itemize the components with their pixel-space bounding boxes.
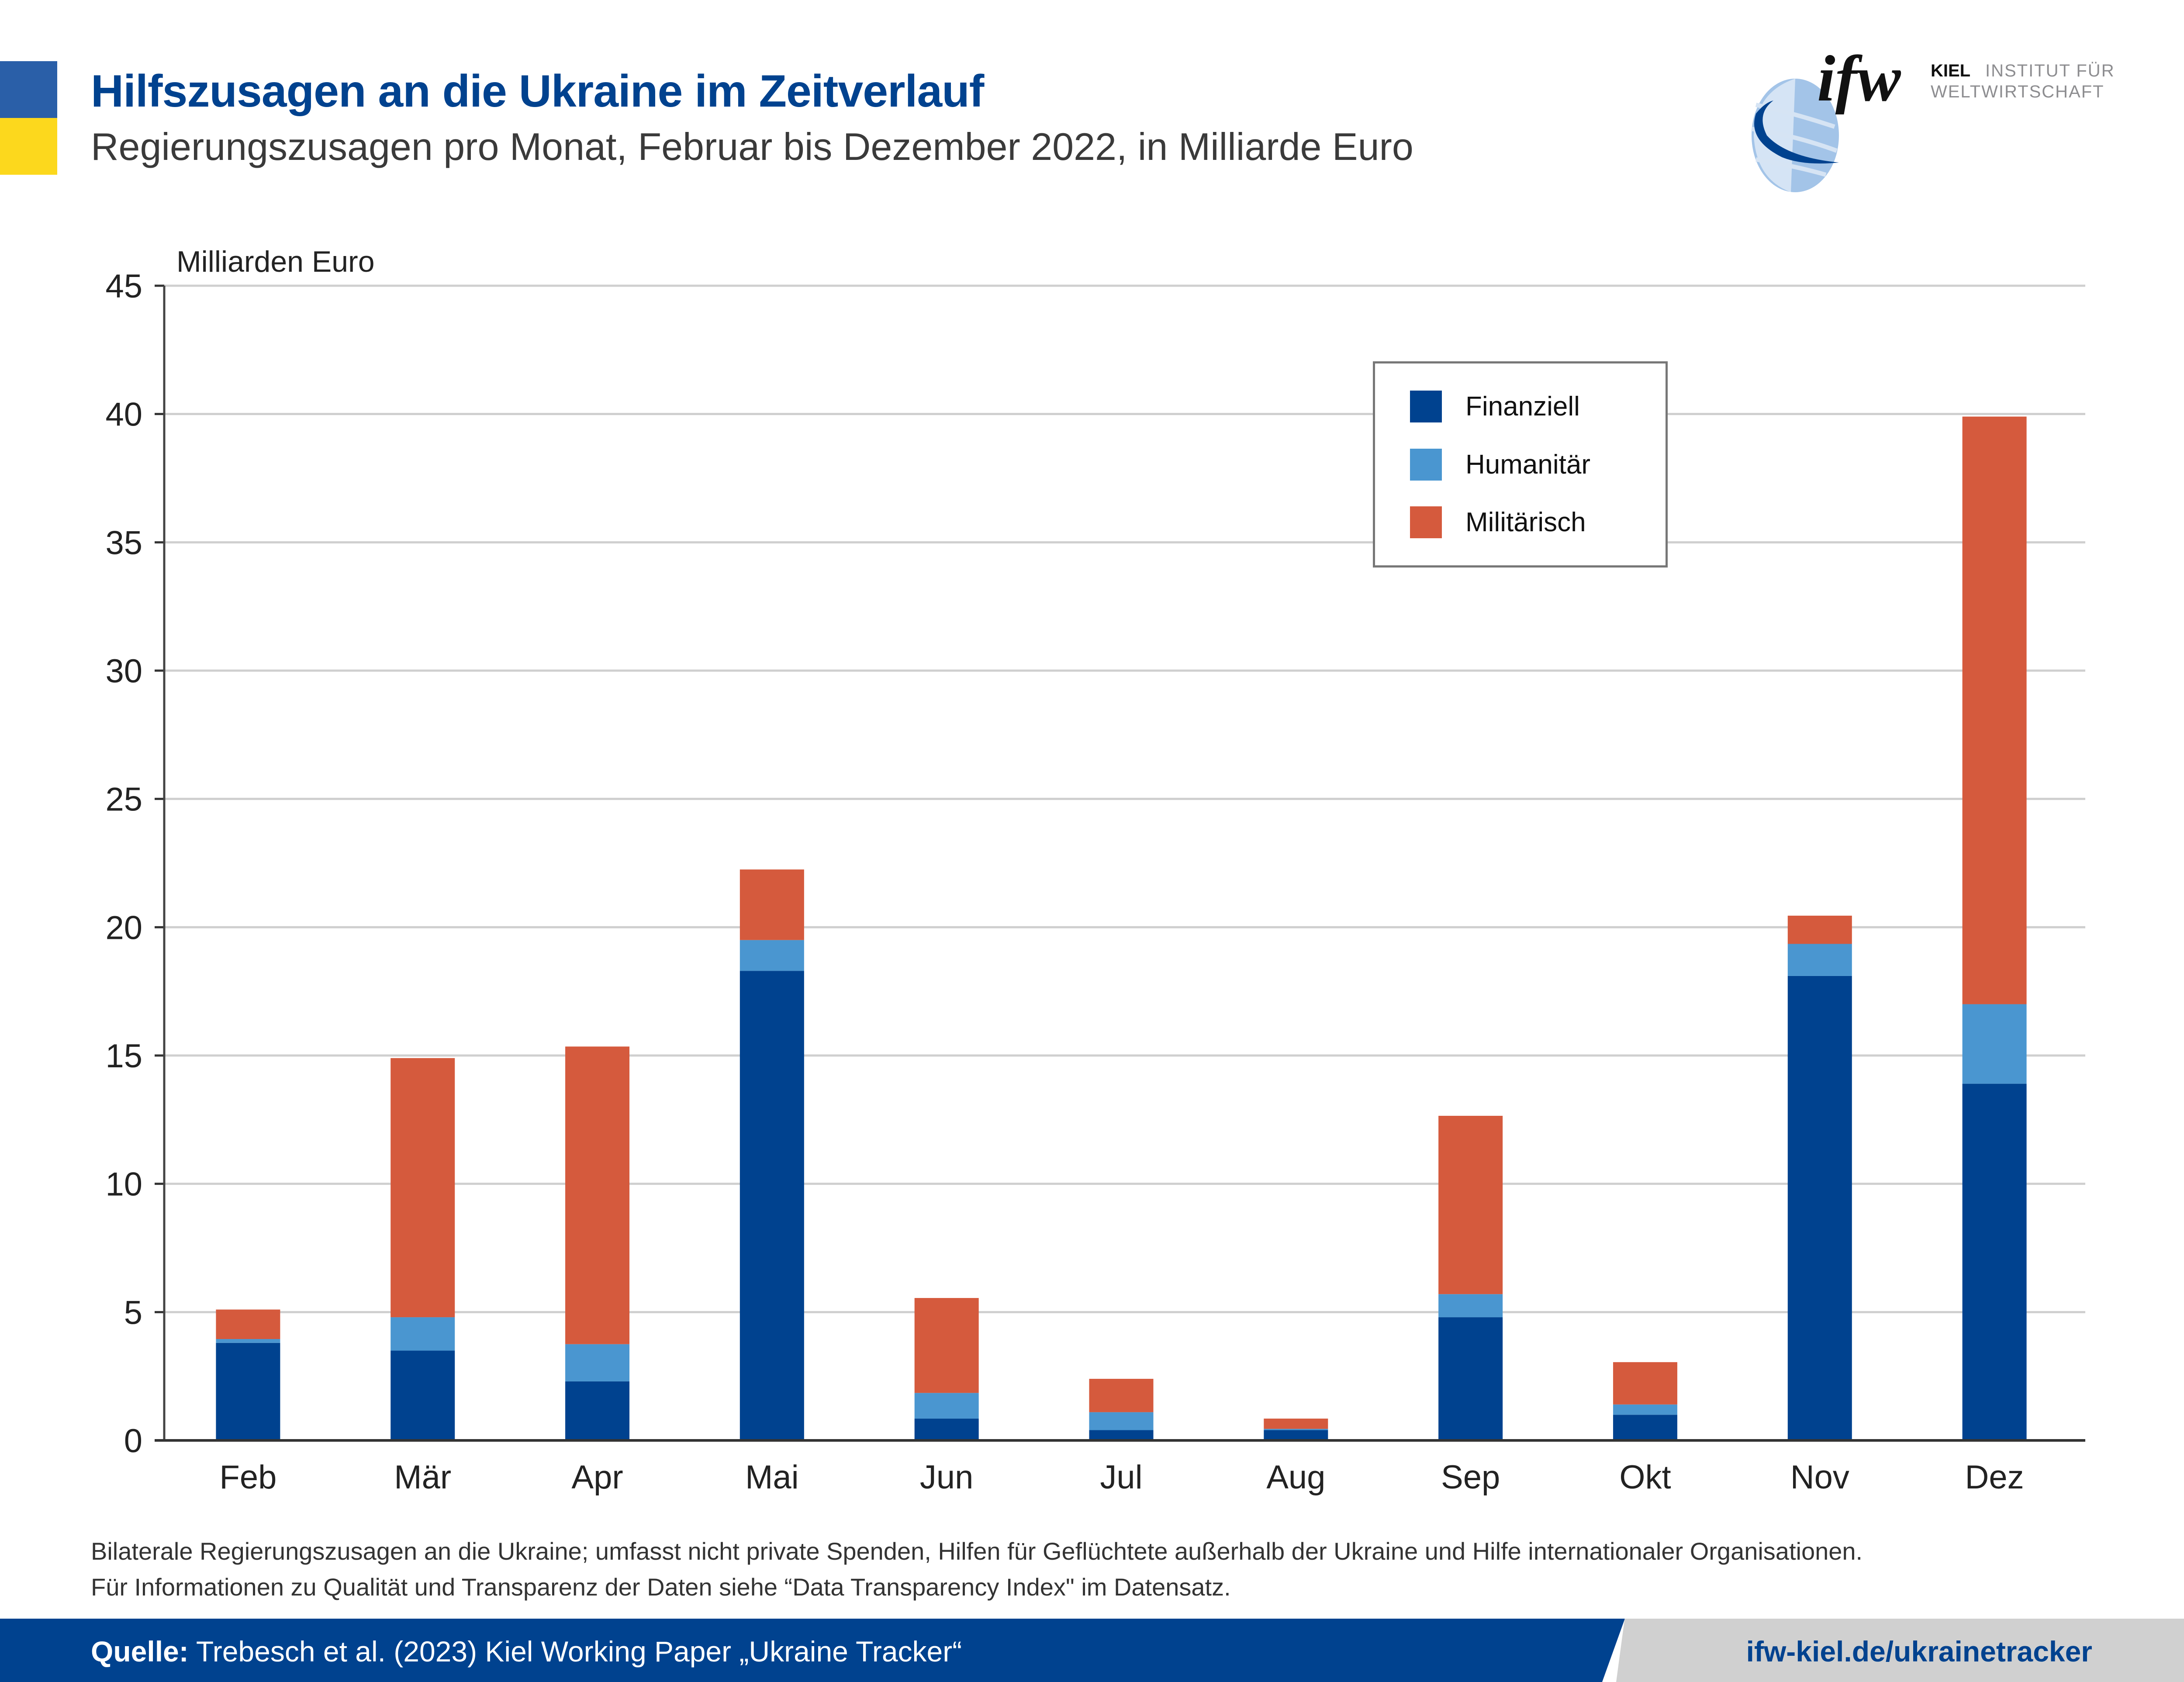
y-tick-label: 10 — [105, 1166, 142, 1203]
bar-apr-humanitär — [565, 1344, 630, 1381]
legend-label-militaerisch: Militärisch — [1465, 507, 1586, 537]
bar-nov-finanziell — [1787, 976, 1852, 1440]
x-tick-label: Mai — [745, 1459, 798, 1496]
bar-mär-militärisch — [390, 1058, 455, 1318]
y-tick-label: 5 — [124, 1294, 142, 1331]
bar-sep-militärisch — [1438, 1116, 1503, 1294]
url-bar — [1616, 1619, 2184, 1682]
bar-dez-finanziell — [1962, 1083, 2027, 1440]
flag-stripe-yellow — [0, 118, 57, 175]
legend-label-humanitaer: Humanitär — [1465, 450, 1590, 480]
bar-apr-militärisch — [565, 1046, 630, 1344]
bar-jul-militärisch — [1089, 1379, 1154, 1412]
bar-dez-humanitär — [1962, 1004, 2027, 1084]
y-tick-label: 40 — [105, 396, 142, 433]
chart-subtitle: Regierungszusagen pro Monat, Februar bis… — [91, 125, 1413, 168]
x-tick-label: Aug — [1266, 1459, 1325, 1496]
bar-jul-humanitär — [1089, 1412, 1154, 1430]
logo-line1: INSTITUT FÜR — [1985, 61, 2115, 80]
bar-dez-militärisch — [1962, 416, 2027, 1004]
x-tick-label: Okt — [1619, 1459, 1671, 1496]
bar-mai-humanitär — [740, 940, 804, 971]
gridlines — [164, 284, 2085, 1313]
y-tick-label: 45 — [105, 268, 142, 305]
legend-swatch-finanziell — [1410, 391, 1442, 422]
bar-okt-finanziell — [1613, 1415, 1677, 1440]
bar-mär-humanitär — [390, 1317, 455, 1351]
legend-label-finanziell: Finanziell — [1465, 391, 1580, 422]
legend-swatch-militaerisch — [1410, 506, 1442, 538]
y-axis-label: Milliarden Euro — [176, 245, 375, 278]
bar-sep-finanziell — [1438, 1317, 1503, 1440]
footnote-line-2: Für Informationen zu Qualität und Transp… — [91, 1573, 1231, 1601]
bar-jun-finanziell — [914, 1419, 979, 1440]
bar-sep-humanitär — [1438, 1294, 1503, 1318]
bar-okt-humanitär — [1613, 1404, 1677, 1415]
bar-jun-militärisch — [914, 1298, 979, 1393]
logo-kiel: KIEL — [1931, 61, 1971, 80]
axes — [155, 284, 2085, 1442]
bar-nov-humanitär — [1787, 944, 1852, 976]
bar-jul-finanziell — [1089, 1430, 1154, 1440]
source-url-link[interactable]: ifw-kiel.de/ukrainetracker — [1746, 1635, 2092, 1668]
footnote-line-1: Bilaterale Regierungszusagen an die Ukra… — [91, 1537, 1863, 1565]
bar-feb-humanitär — [216, 1339, 280, 1343]
bar-aug-finanziell — [1264, 1430, 1328, 1440]
bar-feb-militärisch — [216, 1309, 280, 1339]
bar-mär-finanziell — [390, 1350, 455, 1440]
bars — [216, 416, 2027, 1440]
x-tick-label: Sep — [1441, 1459, 1500, 1496]
x-tick-label: Jul — [1100, 1459, 1142, 1496]
y-tick-label: 0 — [124, 1422, 142, 1460]
footnote: Bilaterale Regierungszusagen an die Ukra… — [91, 1533, 1863, 1605]
legend: Finanziell Humanitär Militärisch — [1373, 361, 1668, 568]
bar-okt-militärisch — [1613, 1362, 1677, 1405]
globe-icon: ifw — [1751, 48, 1901, 192]
x-tick-label: Feb — [219, 1459, 276, 1496]
bar-nov-militärisch — [1787, 915, 1852, 944]
x-tick-label: Apr — [571, 1459, 623, 1496]
svg-text:ifw: ifw — [1817, 48, 1901, 115]
bar-aug-militärisch — [1264, 1419, 1328, 1429]
source-citation: Quelle: Trebesch et al. (2023) Kiel Work… — [91, 1635, 962, 1668]
source-bar — [0, 1619, 1625, 1682]
source-label: Quelle: — [91, 1635, 189, 1668]
bar-apr-finanziell — [565, 1381, 630, 1440]
legend-item-militaerisch: Militärisch — [1410, 506, 1586, 538]
bar-aug-humanitär — [1264, 1429, 1328, 1430]
x-tick-label: Jun — [920, 1459, 974, 1496]
logo-line2: WELTWIRTSCHAFT — [1931, 82, 2105, 101]
y-tick-label: 20 — [105, 909, 142, 946]
legend-swatch-humanitaer — [1410, 449, 1442, 481]
y-tick-label: 15 — [105, 1038, 142, 1075]
y-tick-label: 30 — [105, 653, 142, 690]
y-tick-label: 35 — [105, 524, 142, 561]
bar-mai-militärisch — [740, 869, 804, 940]
bar-mai-finanziell — [740, 971, 804, 1440]
flag-stripe-blue — [0, 61, 57, 118]
bar-feb-finanziell — [216, 1343, 280, 1440]
chart-title: Hilfszusagen an die Ukraine im Zeitverla… — [91, 66, 984, 117]
x-tick-label: Mär — [394, 1459, 451, 1496]
source-text: Trebesch et al. (2023) Kiel Working Pape… — [188, 1635, 962, 1668]
legend-item-humanitaer: Humanitär — [1410, 449, 1590, 481]
tick-labels: 0 5 10 15 20 25 30 35 40 45 Feb Mär Apr Mai Jun Jul Aug S… — [105, 268, 2024, 1496]
x-tick-label: Dez — [1965, 1459, 2024, 1496]
y-tick-label: 25 — [105, 781, 142, 818]
bar-jun-humanitär — [914, 1393, 979, 1419]
x-tick-label: Nov — [1790, 1459, 1849, 1496]
legend-item-finanziell: Finanziell — [1410, 391, 1580, 422]
